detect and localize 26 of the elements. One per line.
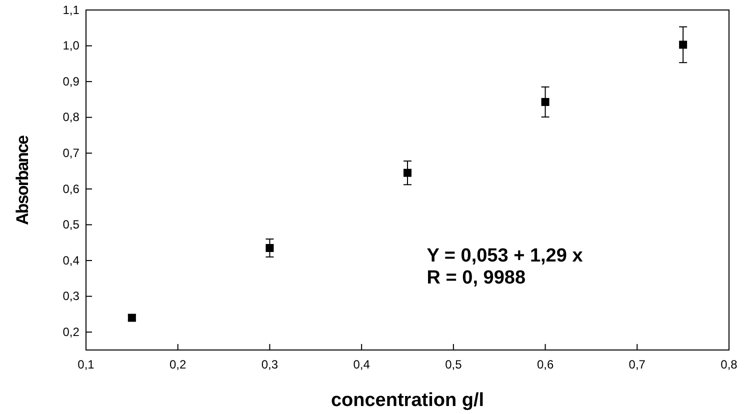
x-axis-title: concentration g/l — [330, 390, 484, 411]
y-tick-label: 0,7 — [62, 146, 80, 160]
y-tick-label: 0,3 — [62, 289, 80, 304]
y-tick-label: 0,4 — [62, 253, 80, 268]
y-tick-label: 0,6 — [62, 182, 80, 196]
x-tick-label: 0,8 — [720, 358, 738, 372]
x-tick-label: 0,5 — [445, 358, 462, 372]
y-tick-label: 0,5 — [62, 218, 80, 232]
x-tick-label: 0,3 — [261, 358, 278, 372]
x-tick-label: 0,6 — [536, 358, 554, 372]
y-tick-label: 0,8 — [62, 110, 80, 124]
point — [266, 244, 274, 252]
y-tick-label: 0,9 — [62, 74, 80, 88]
y-tick-label: 1,1 — [62, 2, 80, 17]
point — [679, 40, 688, 49]
point — [541, 98, 550, 106]
y-tick-label: 0,2 — [62, 324, 80, 339]
x-tick-label: 0,7 — [628, 358, 646, 372]
x-tick-label: 0,4 — [353, 358, 370, 372]
y-tick-label: 1,0 — [62, 38, 80, 53]
y-axis-title: Absorbance — [13, 135, 32, 225]
point — [404, 168, 412, 177]
x-tick-label: 0,2 — [170, 358, 187, 372]
annotation: Y = 0,053 + 1,29 x — [426, 246, 584, 267]
x-tick-label: 0,1 — [78, 358, 95, 372]
annotation: R = 0, 9988 — [426, 268, 526, 289]
